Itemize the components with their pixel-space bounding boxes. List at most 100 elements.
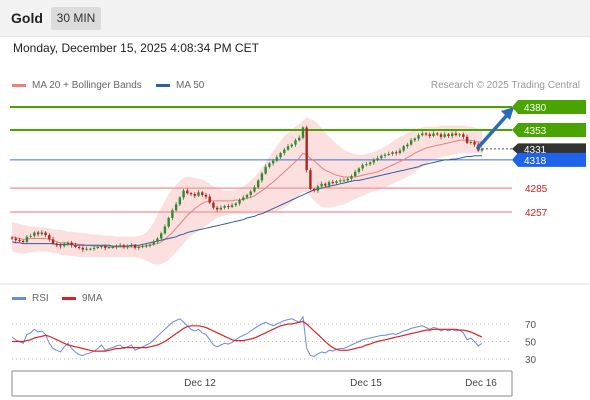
legend-swatch [62,297,76,300]
candle-body [480,148,484,151]
legend-swatch [156,84,170,87]
legend-label-ma50: MA 50 [176,80,205,91]
candle-body [40,232,44,235]
candle-body [417,135,420,139]
candle-body [204,194,208,197]
candle-body [55,243,58,246]
candle-body [122,245,126,247]
candle-body [48,235,51,240]
candle-body [133,245,137,248]
candle-body [398,150,402,154]
candle-body [454,133,458,136]
candle-body [66,242,70,245]
candle-body [212,202,215,208]
candle-body [77,247,81,248]
header-bar: Gold 30 MIN [0,0,590,37]
legend-ma20: MA 20 + Bollinger Bands [12,80,142,91]
candle-body [383,154,387,156]
candle-body [428,134,431,137]
candle-body [18,240,21,242]
candle-body [85,248,88,250]
candle-body [178,197,182,205]
candle-body [290,144,293,147]
legend-label-ma20: MA 20 + Bollinger Bands [32,80,142,91]
candle-body [118,245,122,247]
level-label-4285: 4285 [525,184,548,195]
candle-body [298,137,301,141]
candle-body [320,183,323,187]
candle-body [137,247,141,248]
candle-body [186,190,189,194]
legend-ma50: MA 50 [156,80,204,91]
candle-body [421,133,424,136]
timeframe-button[interactable]: 30 MIN [51,7,101,30]
level-tag-4380 [512,100,586,114]
candle-body [260,173,264,181]
candle-body [130,245,133,247]
candle-body [406,144,409,147]
candle-body [167,217,170,227]
candle-body [171,210,174,218]
x-tick-label: Dec 15 [350,378,382,389]
candle-body [197,192,200,196]
research-credit: Research © 2025 Trading Central [430,80,580,91]
legend-label-rsi: RSI [32,293,49,304]
candle-body [462,134,465,137]
candle-body [283,149,286,154]
candle-body [242,197,245,201]
candle-body [342,180,346,182]
candle-body [148,244,152,246]
candle-body [327,182,331,186]
candle-body [294,140,297,145]
candle-body [51,239,55,244]
candle-body [424,133,428,135]
candle-body [450,133,454,137]
candle-body [70,242,73,246]
level-label-4331: 4331 [524,145,547,156]
candle-body [107,247,111,248]
forecast-arrow-head [501,107,514,120]
candle-body [395,152,398,154]
candle-body [432,133,435,137]
candle-body [249,191,252,195]
candle-body [81,247,85,250]
bollinger-band [12,117,482,265]
candle-body [182,190,185,198]
candle-body [279,153,282,158]
candle-body [365,164,368,166]
candle-body [14,238,17,241]
candle-body [174,204,178,211]
candle-body [465,136,469,143]
candle-body [215,207,219,210]
level-label-4380: 4380 [524,103,547,114]
candle-body [331,182,334,184]
level-label-4257: 4257 [525,208,548,219]
candle-body [436,133,439,135]
candle-body [335,181,338,183]
x-tick-label: Dec 12 [184,378,216,389]
candle-body [312,188,316,191]
legend-label-9ma: 9MA [82,293,103,304]
candle-body [316,186,320,191]
candle-body [219,207,223,210]
candle-body [409,140,413,145]
instrument-title: Gold [11,10,43,26]
candle-body [230,205,234,207]
candle-body [271,160,275,164]
candle-body [387,153,390,155]
level-tag-4353 [512,123,586,138]
candle-body [469,142,473,143]
rsi-axis-label-50: 50 [525,338,537,349]
candle-body [126,246,129,248]
legend-9ma: 9MA [62,293,103,304]
candle-body [391,152,394,154]
ma50-line [11,155,482,247]
legend-swatch [12,297,26,300]
candle-body [44,232,47,236]
candle-body [309,170,312,189]
candle-body [361,165,364,169]
legend-rsi: RSI [12,293,49,304]
candle-body [156,238,159,242]
candle-body [208,196,211,203]
candle-body [96,247,99,248]
